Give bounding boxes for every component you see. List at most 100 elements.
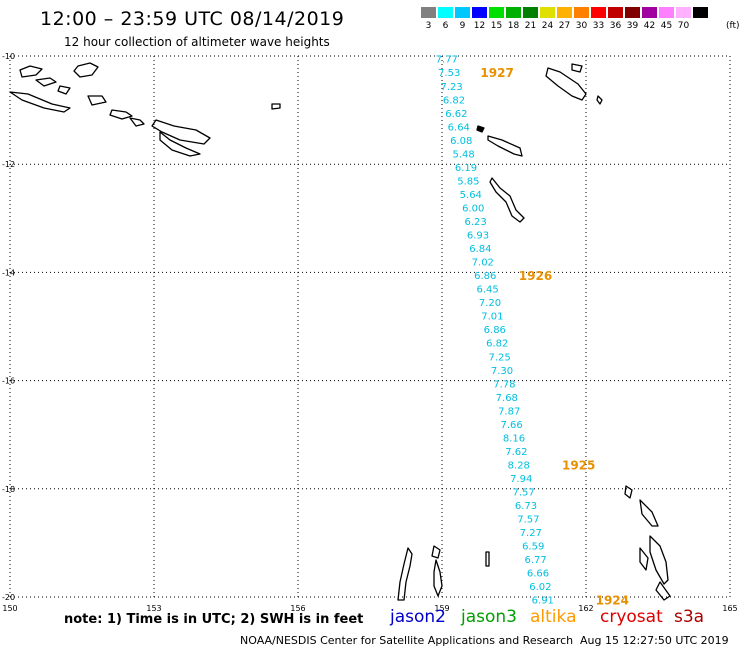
colorbar-swatch [607,6,624,19]
island-outline [545,67,587,101]
wave-height-label: 7.25 [488,352,510,363]
x-tick-label: 159 [434,604,449,613]
wave-height-label: 6.82 [486,339,508,350]
island-outline [397,547,413,601]
island-outline [571,63,583,73]
wave-height-label: 7.53 [438,68,460,79]
colorbar-label: 9 [459,21,466,31]
wave-height-label: 7.02 [472,258,494,269]
wave-height-label: 8.28 [508,460,530,471]
wave-height-label: 7.77 [436,55,458,66]
wave-height-label: 6.00 [462,203,484,214]
wave-height-label: 6.82 [443,95,465,106]
y-tick-label: -20 [2,593,15,602]
legend-cryosat: cryosat [600,607,663,627]
wave-height-label: 7.27 [520,528,542,539]
wave-height-label: 7.20 [479,298,501,309]
wave-height-label: 6.86 [474,271,496,282]
island-outline [57,85,71,95]
coastlines [9,62,671,601]
footnote: note: 1) Time is in UTC; 2) SWH is in fe… [64,612,364,627]
y-tick-label: -16 [2,377,15,386]
colorbar-swatch [505,6,522,19]
colorbar-label: 39 [626,21,639,31]
wave-height-label: 7.01 [481,312,503,323]
colorbar-unit: (ft) [726,21,740,31]
colorbar-label: 30 [575,21,588,31]
wave-height-label: 6.91 [532,596,554,607]
colorbar-label: 24 [541,21,554,31]
x-tick-label: 165 [722,604,737,613]
island-outline [87,95,107,106]
island-outline [431,545,441,559]
colorbar-label: 21 [524,21,537,31]
island-outline [9,91,71,113]
legend-altika: altika [530,607,577,627]
island-outline [73,62,99,78]
wave-height-label: 7.30 [491,366,513,377]
island-outline [159,131,201,157]
wave-height-colorbar: 3 6 9 12 15 18 21 24 27 30 33 36 39 42 45 70 (ft) [420,6,740,31]
map-title: 12:00 – 23:59 UTC 08/14/2019 [40,8,345,30]
wave-height-label: 6.59 [522,542,544,553]
island-outline [624,485,633,499]
pass-time-label: 1925 [562,458,595,472]
wave-height-label: 5.48 [452,149,474,160]
island-outline [35,77,57,87]
colorbar-swatch [641,6,658,19]
colorbar-swatch [522,6,539,19]
colorbar-swatch [454,6,471,19]
island-outline [129,117,145,127]
wave-height-label: 6.66 [527,569,549,580]
colorbar-label: 18 [507,21,520,31]
credit-line: NOAA/NESDIS Center for Satellite Applica… [240,634,574,647]
colorbar-label: 12 [473,21,486,31]
colorbar-label: 6 [442,21,449,31]
wave-height-label: 7.66 [500,420,522,431]
wave-height-label: 6.64 [448,122,470,133]
x-tick-label: 162 [578,604,593,613]
island-outline [596,95,603,105]
island-outline [19,65,43,78]
colorbar-swatch [556,6,573,19]
legend-jason2: jason2 [390,607,446,627]
island-outline [649,535,669,585]
island-outline [151,119,211,145]
wave-height-label: 8.16 [503,433,525,444]
wave-height-label: 7.94 [510,474,532,485]
wave-height-label: 6.84 [469,244,491,255]
island-outline [109,109,133,120]
wave-height-label: 7.87 [498,406,520,417]
wave-height-label: 6.08 [450,136,472,147]
wave-height-label: 5.85 [457,176,479,187]
colorbar-label: 36 [609,21,622,31]
island-outline [433,559,443,597]
island-outline [655,581,671,601]
island-outline [485,551,490,567]
y-tick-label: -10 [2,52,15,61]
island-outline [476,125,485,133]
colorbar-label: 33 [592,21,605,31]
colorbar-label: 3 [425,21,432,31]
legend-jason3: jason3 [461,607,517,627]
legend-s3a: s3a [674,607,705,627]
x-tick-label: 153 [146,604,161,613]
y-tick-label: -14 [2,268,15,277]
island-outline [487,135,523,157]
wave-height-label: 6.45 [476,285,498,296]
wave-height-label: 6.73 [515,501,537,512]
colorbar-label: 70 [677,21,690,31]
graticule [9,55,731,598]
island-outline [489,177,525,223]
wave-height-label: 6.62 [445,109,467,120]
jason3-ground-track: 7.77 7.53 7.23 6.82 6.62 6.64 6.08 5.48 6.19 5.85… [436,55,629,608]
wave-height-label: 7.57 [512,488,534,499]
wave-height-label: 6.86 [484,325,506,336]
colorbar-swatches [420,6,709,19]
map-subtitle: 12 hour collection of altimeter wave hei… [64,35,330,49]
wave-height-label: 7.57 [517,515,539,526]
wave-height-label: 5.64 [460,190,482,201]
colorbar-swatch [488,6,505,19]
colorbar-swatch [658,6,675,19]
